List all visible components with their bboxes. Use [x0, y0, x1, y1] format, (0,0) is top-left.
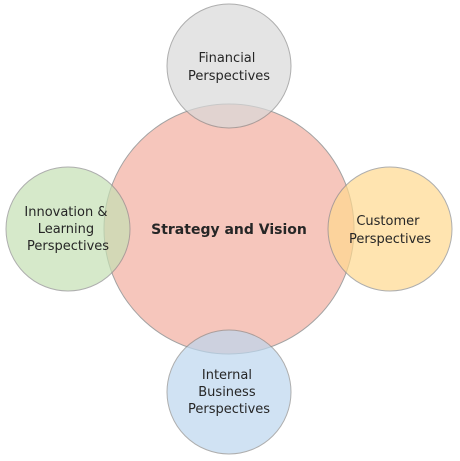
innovation-node: Innovation & Learning Perspectives [5, 166, 131, 292]
customer-label-line-1: Customer [356, 214, 420, 229]
internal-business-node: Internal Business Perspectives [166, 329, 292, 455]
center-node: Strategy and Vision [103, 103, 355, 355]
innovation-label-line-2: Learning [38, 222, 94, 237]
center-label: Strategy and Vision [151, 222, 307, 238]
financial-circle [166, 3, 292, 129]
internal-business-label-line-3: Perspectives [188, 402, 270, 417]
internal-business-label-line-1: Internal [202, 368, 252, 383]
customer-label: Customer Perspectives [349, 214, 431, 247]
center-label-line: Strategy and Vision [151, 222, 307, 238]
customer-node: Customer Perspectives [327, 166, 453, 292]
innovation-label-line-1: Innovation & [24, 205, 107, 220]
internal-business-label: Internal Business Perspectives [188, 368, 270, 417]
innovation-label: Innovation & Learning Perspectives [24, 205, 111, 254]
internal-business-label-line-2: Business [198, 385, 256, 400]
innovation-label-line-3: Perspectives [27, 239, 109, 254]
financial-label: Financial Perspectives [188, 51, 270, 84]
customer-circle [327, 166, 453, 292]
financial-label-line-2: Perspectives [188, 69, 270, 84]
innovation-circle [5, 166, 131, 292]
financial-node: Financial Perspectives [166, 3, 292, 129]
customer-label-line-2: Perspectives [349, 232, 431, 247]
internal-business-circle [166, 329, 292, 455]
financial-label-line-1: Financial [198, 51, 255, 66]
